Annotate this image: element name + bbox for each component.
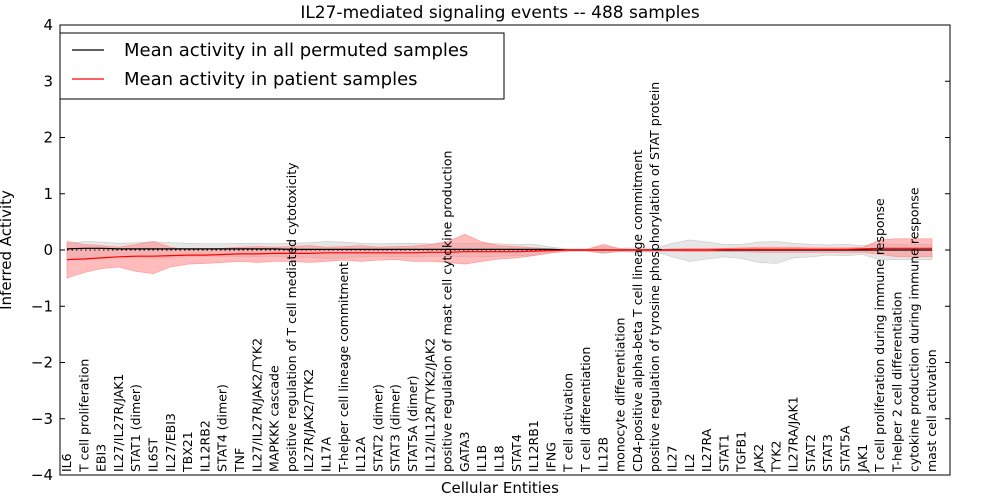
legend-box (59, 32, 505, 100)
x-tick-label: JAK2 (751, 444, 766, 473)
x-tick-label: STAT3 (dimer) (388, 384, 403, 472)
x-tick-label: IL2 (682, 453, 697, 472)
x-tick-label: IL27 (665, 445, 680, 472)
confidence-bands (66, 233, 933, 279)
x-tick-label: T cell proliferation during immune respo… (872, 198, 887, 473)
chart-title: IL27-mediated signaling events -- 488 sa… (300, 3, 700, 23)
x-tick-label: TBX21 (180, 431, 195, 473)
x-tick-label: GATA3 (457, 432, 472, 472)
x-tick-label: T cell differentiation (578, 347, 593, 473)
x-tick-label: CD4-positive alpha-beta T cell lineage c… (630, 150, 645, 472)
x-tick-label: IL27/EBI3 (163, 413, 178, 472)
y-axis: 4 3 2 1 0 −1 −2 −3 −4 (31, 16, 950, 484)
x-tick-label: IL27RA/JAK1 (786, 396, 801, 472)
x-tick-label: STAT3 (820, 434, 835, 472)
y-tick-label: −1 (31, 297, 53, 315)
y-tick-label: 4 (43, 16, 53, 34)
y-axis-label: Inferred Activity (0, 190, 15, 310)
x-tick-label: IL12A (353, 436, 368, 472)
x-tick-label: MAPKKK cascade (267, 365, 282, 472)
x-tick-label: IL6ST (146, 437, 161, 472)
x-tick-label: T cell activation (561, 373, 576, 473)
x-tick-label: STAT4 (dimer) (215, 384, 230, 472)
legend-label-permuted: Mean activity in all permuted samples (124, 40, 468, 61)
x-tick-label: STAT5A (838, 425, 853, 472)
x-tick-label: IL27/IL27R/JAK2/TYK2 (249, 338, 264, 472)
x-tick-label: EBI3 (94, 444, 109, 472)
x-tick-label: STAT4 (509, 434, 524, 472)
series-lines (66, 247, 932, 261)
y-tick-label: −3 (31, 410, 53, 428)
x-tick-label: positive regulation of mast cell cytokin… (440, 151, 455, 472)
x-axis-label: Cellular Entities (441, 479, 559, 497)
series-line-patient (66, 247, 932, 261)
x-tick-label: IL1B (474, 445, 489, 472)
x-axis-labels: IL6 T cell proliferation EBI3 IL27/IL27R/JA… (59, 82, 939, 473)
x-tick-label: IL18 (492, 445, 507, 472)
x-tick-label: IL12RB2 (197, 420, 212, 472)
x-tick-label: JAK1 (855, 444, 870, 473)
x-tick-label: TGFB1 (734, 431, 749, 473)
y-tick-label: −2 (31, 354, 53, 372)
x-tick-label: T-helper 2 cell differentiation (889, 292, 904, 473)
x-tick-label: STAT2 (803, 434, 818, 472)
x-tick-label: IL27/IL27R/JAK1 (111, 374, 126, 472)
x-tick-label: mast cell activation (924, 349, 939, 472)
x-tick-label: IFNG (543, 442, 558, 472)
x-tick-label: IL12/IL12R/TYK2/JAK2 (422, 338, 437, 472)
x-tick-label: IL12B (595, 437, 610, 472)
x-tick-label: positive regulation of tyrosine phosphor… (647, 82, 662, 472)
x-tick-label: T-helper cell lineage commitment (336, 262, 351, 473)
legend-label-patient: Mean activity in patient samples (124, 69, 418, 90)
x-tick-label: TYK2 (768, 441, 783, 473)
y-tick-label: 3 (43, 72, 53, 90)
x-tick-label: TNF (232, 448, 247, 473)
x-tick-label: IL12RB1 (526, 420, 541, 472)
x-tick-label: T cell proliferation (76, 359, 91, 473)
x-tick-label: STAT5A (dimer) (405, 376, 420, 472)
y-tick-label: −4 (31, 466, 53, 484)
legend: Mean activity in all permuted samples Me… (59, 32, 505, 100)
x-tick-label: cytokine production during immune respon… (907, 187, 922, 472)
x-tick-label: IL27R/JAK2/TYK2 (301, 369, 316, 472)
x-tick-label: STAT1 (dimer) (128, 384, 143, 472)
y-tick-label: 1 (43, 185, 53, 203)
x-tick-label: monocyte differentiation (613, 318, 628, 472)
x-tick-label: IL17A (319, 436, 334, 472)
plot-frame (59, 24, 951, 476)
x-tick-label: IL27RA (699, 428, 714, 472)
x-tick-label: positive regulation of T cell mediated c… (284, 162, 299, 472)
x-tick-label: IL6 (59, 453, 74, 472)
band-patient (66, 233, 933, 279)
x-tick-label: STAT1 (716, 434, 731, 472)
y-tick-label: 0 (43, 241, 53, 259)
x-tick-label: STAT2 (dimer) (370, 384, 385, 472)
y-tick-label: 2 (43, 129, 53, 147)
